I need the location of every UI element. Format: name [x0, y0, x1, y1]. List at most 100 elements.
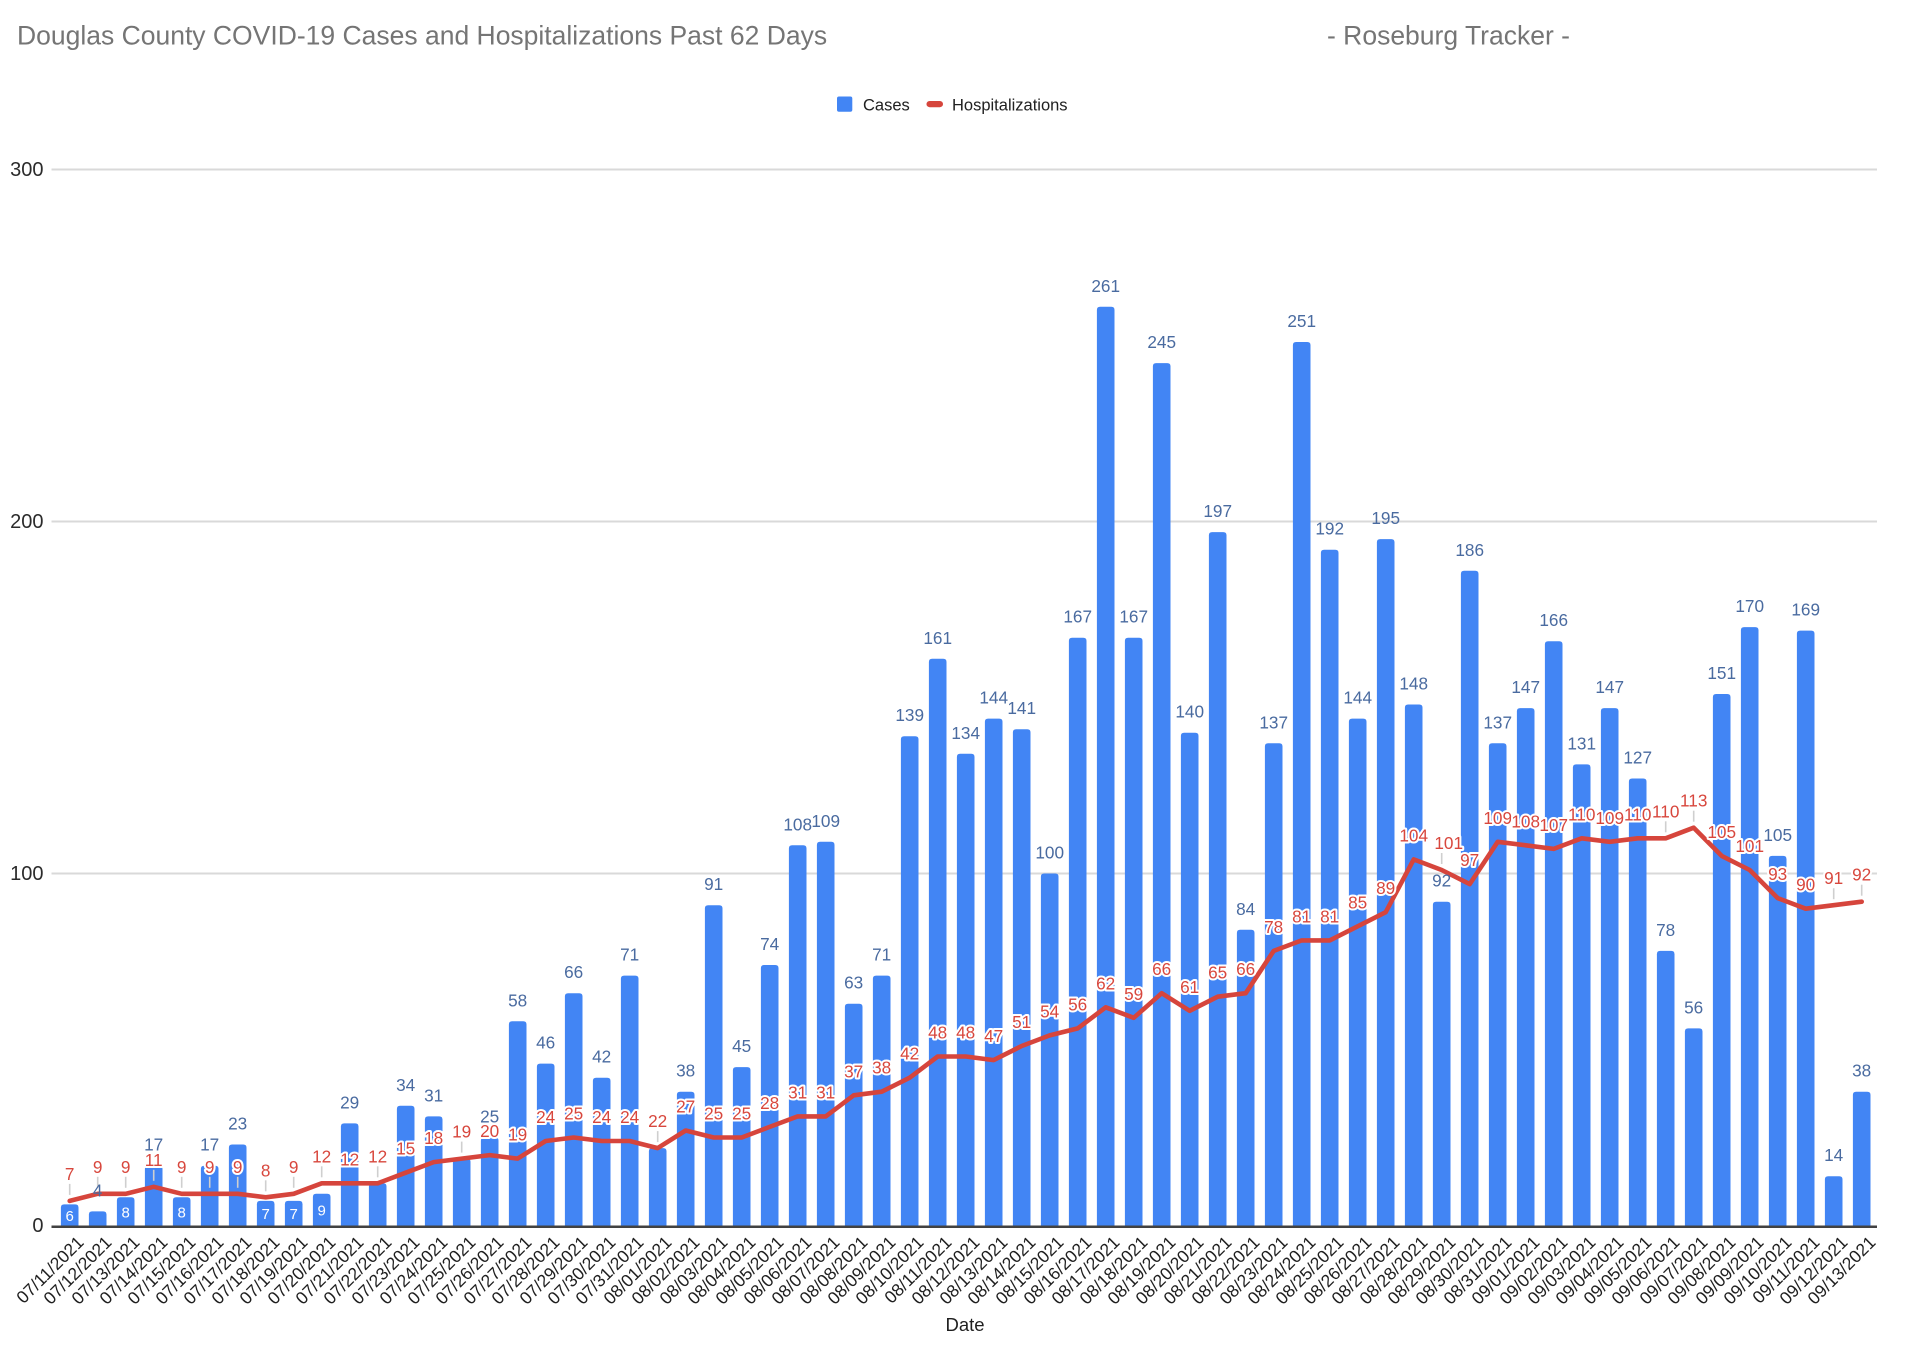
svg-text:66: 66: [1152, 959, 1171, 979]
svg-text:81: 81: [1292, 906, 1311, 926]
svg-text:137: 137: [1259, 712, 1288, 732]
svg-text:110: 110: [1652, 801, 1679, 821]
svg-text:56: 56: [1068, 994, 1087, 1014]
svg-text:92: 92: [1432, 871, 1451, 891]
svg-text:108: 108: [783, 814, 812, 834]
svg-text:166: 166: [1539, 610, 1568, 630]
svg-text:17: 17: [144, 1135, 163, 1155]
svg-text:7: 7: [262, 1206, 270, 1223]
svg-text:137: 137: [1483, 712, 1512, 732]
svg-text:Cases: Cases: [863, 97, 910, 115]
svg-text:- Roseburg Tracker -: - Roseburg Tracker -: [1327, 21, 1570, 51]
svg-text:Douglas County COVID-19 Cases: Douglas County COVID-19 Cases and Hospit…: [17, 21, 827, 51]
svg-text:71: 71: [872, 945, 891, 965]
svg-text:45: 45: [732, 1036, 751, 1056]
svg-text:59: 59: [1124, 984, 1143, 1004]
svg-text:27: 27: [676, 1097, 695, 1117]
svg-text:66: 66: [1236, 959, 1255, 979]
svg-text:23: 23: [228, 1114, 247, 1134]
svg-text:15: 15: [396, 1139, 415, 1159]
svg-text:147: 147: [1511, 677, 1540, 697]
svg-text:92: 92: [1852, 865, 1871, 885]
svg-text:85: 85: [1348, 892, 1367, 912]
svg-text:84: 84: [1236, 899, 1256, 919]
svg-text:9: 9: [289, 1157, 299, 1177]
svg-text:8: 8: [261, 1160, 271, 1180]
svg-text:42: 42: [900, 1044, 919, 1064]
svg-text:300: 300: [10, 159, 43, 181]
svg-text:170: 170: [1735, 596, 1764, 616]
svg-text:139: 139: [895, 705, 924, 725]
svg-text:109: 109: [811, 811, 840, 831]
svg-text:105: 105: [1763, 825, 1792, 845]
svg-text:134: 134: [951, 723, 980, 743]
svg-text:42: 42: [592, 1047, 611, 1067]
svg-text:Hospitalizations: Hospitalizations: [952, 97, 1068, 115]
svg-text:56: 56: [1684, 997, 1703, 1017]
svg-text:97: 97: [1460, 850, 1479, 870]
svg-text:29: 29: [340, 1092, 359, 1112]
svg-text:46: 46: [536, 1033, 555, 1053]
svg-text:78: 78: [1264, 917, 1283, 937]
svg-text:108: 108: [1511, 811, 1540, 831]
svg-text:167: 167: [1063, 607, 1092, 627]
svg-text:0: 0: [32, 1215, 43, 1237]
svg-text:192: 192: [1315, 519, 1344, 539]
svg-text:18: 18: [424, 1128, 443, 1148]
svg-text:25: 25: [704, 1104, 723, 1124]
svg-text:12: 12: [312, 1146, 331, 1166]
svg-text:148: 148: [1399, 674, 1428, 694]
svg-text:17: 17: [200, 1135, 219, 1155]
svg-text:144: 144: [1343, 688, 1372, 708]
svg-text:14: 14: [1824, 1145, 1844, 1165]
svg-text:81: 81: [1320, 906, 1339, 926]
svg-text:186: 186: [1455, 540, 1484, 560]
svg-text:25: 25: [564, 1104, 583, 1124]
svg-text:38: 38: [676, 1061, 695, 1081]
svg-text:63: 63: [844, 973, 863, 993]
svg-text:38: 38: [872, 1058, 891, 1078]
svg-text:66: 66: [564, 962, 583, 982]
svg-text:113: 113: [1680, 791, 1707, 811]
svg-text:200: 200: [10, 511, 43, 533]
svg-text:Date: Date: [945, 1314, 984, 1335]
svg-text:9: 9: [121, 1157, 131, 1177]
svg-text:104: 104: [1399, 825, 1428, 845]
svg-text:48: 48: [956, 1023, 975, 1043]
svg-text:54: 54: [1040, 1001, 1060, 1021]
svg-text:6: 6: [66, 1208, 74, 1225]
svg-text:9: 9: [233, 1157, 243, 1177]
svg-text:71: 71: [620, 945, 639, 965]
svg-text:65: 65: [1208, 963, 1227, 983]
svg-text:31: 31: [788, 1082, 807, 1102]
svg-text:195: 195: [1371, 508, 1400, 528]
svg-text:8: 8: [178, 1204, 186, 1221]
svg-text:58: 58: [508, 990, 527, 1010]
svg-text:51: 51: [1012, 1012, 1031, 1032]
svg-text:9: 9: [318, 1203, 326, 1220]
svg-text:37: 37: [844, 1061, 863, 1081]
svg-text:20: 20: [480, 1121, 499, 1141]
svg-text:197: 197: [1203, 501, 1232, 521]
svg-text:90: 90: [1796, 875, 1815, 895]
svg-text:19: 19: [452, 1122, 471, 1142]
svg-text:47: 47: [984, 1026, 1003, 1046]
svg-text:25: 25: [732, 1104, 751, 1124]
svg-text:167: 167: [1119, 607, 1148, 627]
svg-text:109: 109: [1483, 808, 1512, 828]
svg-text:19: 19: [508, 1125, 527, 1145]
svg-text:9: 9: [93, 1157, 103, 1177]
svg-text:140: 140: [1175, 702, 1204, 722]
svg-text:25: 25: [480, 1107, 499, 1127]
svg-text:93: 93: [1768, 864, 1787, 884]
svg-text:161: 161: [923, 628, 952, 648]
svg-text:28: 28: [760, 1093, 779, 1113]
svg-text:9: 9: [205, 1157, 215, 1177]
svg-text:105: 105: [1707, 822, 1736, 842]
svg-text:4: 4: [93, 1180, 103, 1200]
svg-text:7: 7: [65, 1164, 75, 1184]
svg-text:8: 8: [122, 1204, 130, 1221]
svg-text:110: 110: [1624, 804, 1651, 824]
svg-text:11: 11: [145, 1150, 163, 1170]
svg-text:61: 61: [1180, 977, 1199, 997]
